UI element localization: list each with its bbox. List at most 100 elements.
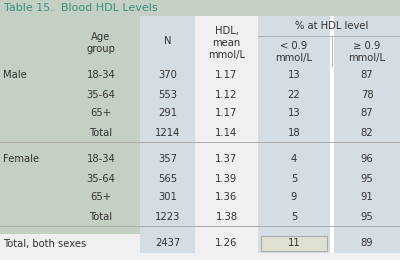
Text: 565: 565	[158, 173, 177, 184]
Text: 1.14: 1.14	[215, 127, 238, 138]
Text: 1.12: 1.12	[215, 89, 238, 100]
Text: 18-34: 18-34	[87, 70, 115, 81]
Bar	[140, 234, 195, 253]
Bar	[334, 123, 400, 142]
Bar	[62, 188, 140, 207]
Bar	[0, 169, 62, 188]
Text: 65+: 65+	[90, 192, 112, 203]
Bar	[258, 16, 400, 66]
Bar	[195, 226, 258, 234]
Text: 78: 78	[361, 89, 373, 100]
Bar	[140, 226, 195, 234]
Text: Total: Total	[90, 127, 112, 138]
Text: 1214: 1214	[155, 127, 180, 138]
Bar	[140, 104, 195, 123]
Bar	[0, 150, 62, 169]
Text: Total: Total	[90, 211, 112, 222]
Text: 1.36: 1.36	[215, 192, 238, 203]
Bar	[62, 169, 140, 188]
Bar	[195, 234, 258, 253]
Bar	[62, 123, 140, 142]
Bar	[195, 85, 258, 104]
Bar	[334, 66, 400, 85]
Bar	[258, 142, 330, 150]
Text: 301: 301	[158, 192, 177, 203]
Bar	[140, 85, 195, 104]
Text: % at HDL level: % at HDL level	[295, 21, 369, 31]
Bar	[195, 150, 258, 169]
Bar	[258, 104, 330, 123]
Bar	[258, 66, 330, 85]
Bar	[261, 236, 327, 251]
Text: 4: 4	[291, 154, 297, 165]
Bar	[334, 150, 400, 169]
Text: Male: Male	[3, 70, 27, 81]
Bar	[62, 85, 140, 104]
Bar	[258, 123, 330, 142]
Bar	[0, 0, 400, 16]
Text: 95: 95	[361, 211, 373, 222]
Bar	[62, 150, 140, 169]
Bar	[334, 169, 400, 188]
Bar	[195, 188, 258, 207]
Bar	[334, 226, 400, 234]
Bar	[330, 234, 334, 253]
Bar	[140, 123, 195, 142]
Text: Table 15.  Blood HDL Levels: Table 15. Blood HDL Levels	[4, 3, 158, 13]
Text: 370: 370	[158, 70, 177, 81]
Bar	[195, 66, 258, 85]
Bar	[330, 188, 334, 207]
Bar	[0, 253, 400, 260]
Bar	[258, 226, 330, 234]
Bar	[140, 207, 195, 226]
Bar	[195, 207, 258, 226]
Text: 35-64: 35-64	[86, 173, 116, 184]
Bar	[258, 207, 330, 226]
Bar	[0, 226, 62, 234]
Bar	[330, 207, 334, 226]
Bar	[195, 104, 258, 123]
Text: 1.38: 1.38	[216, 211, 238, 222]
Bar	[62, 207, 140, 226]
Bar	[330, 150, 334, 169]
Bar	[140, 169, 195, 188]
Bar	[330, 16, 334, 66]
Text: Female: Female	[3, 154, 39, 165]
Text: 11: 11	[288, 238, 300, 249]
Text: 1.37: 1.37	[215, 154, 238, 165]
Bar	[330, 85, 334, 104]
Bar	[140, 16, 195, 66]
Text: 35-64: 35-64	[86, 89, 116, 100]
Text: HDL,
mean
mmol/L: HDL, mean mmol/L	[208, 25, 245, 60]
Text: 5: 5	[291, 173, 297, 184]
Bar	[330, 226, 334, 234]
Bar	[330, 66, 334, 85]
Bar	[0, 234, 140, 253]
Bar	[195, 123, 258, 142]
Text: 1223: 1223	[155, 211, 180, 222]
Text: 18-34: 18-34	[87, 154, 115, 165]
Text: 87: 87	[361, 108, 373, 119]
Bar	[0, 207, 62, 226]
Bar	[140, 66, 195, 85]
Text: 13: 13	[288, 108, 300, 119]
Text: Total, both sexes: Total, both sexes	[3, 238, 86, 249]
Bar	[0, 142, 62, 150]
Bar	[258, 188, 330, 207]
Bar	[0, 85, 62, 104]
Text: 13: 13	[288, 70, 300, 81]
Text: 87: 87	[361, 70, 373, 81]
Bar	[140, 188, 195, 207]
Bar	[334, 85, 400, 104]
Text: 1.17: 1.17	[215, 108, 238, 119]
Bar	[258, 234, 330, 253]
Bar	[334, 234, 400, 253]
Text: 1.39: 1.39	[215, 173, 238, 184]
Bar	[195, 142, 258, 150]
Bar	[195, 16, 258, 66]
Bar	[62, 66, 140, 85]
Bar	[62, 142, 140, 150]
Text: 291: 291	[158, 108, 177, 119]
Text: Age
group: Age group	[86, 32, 116, 54]
Bar	[0, 123, 62, 142]
